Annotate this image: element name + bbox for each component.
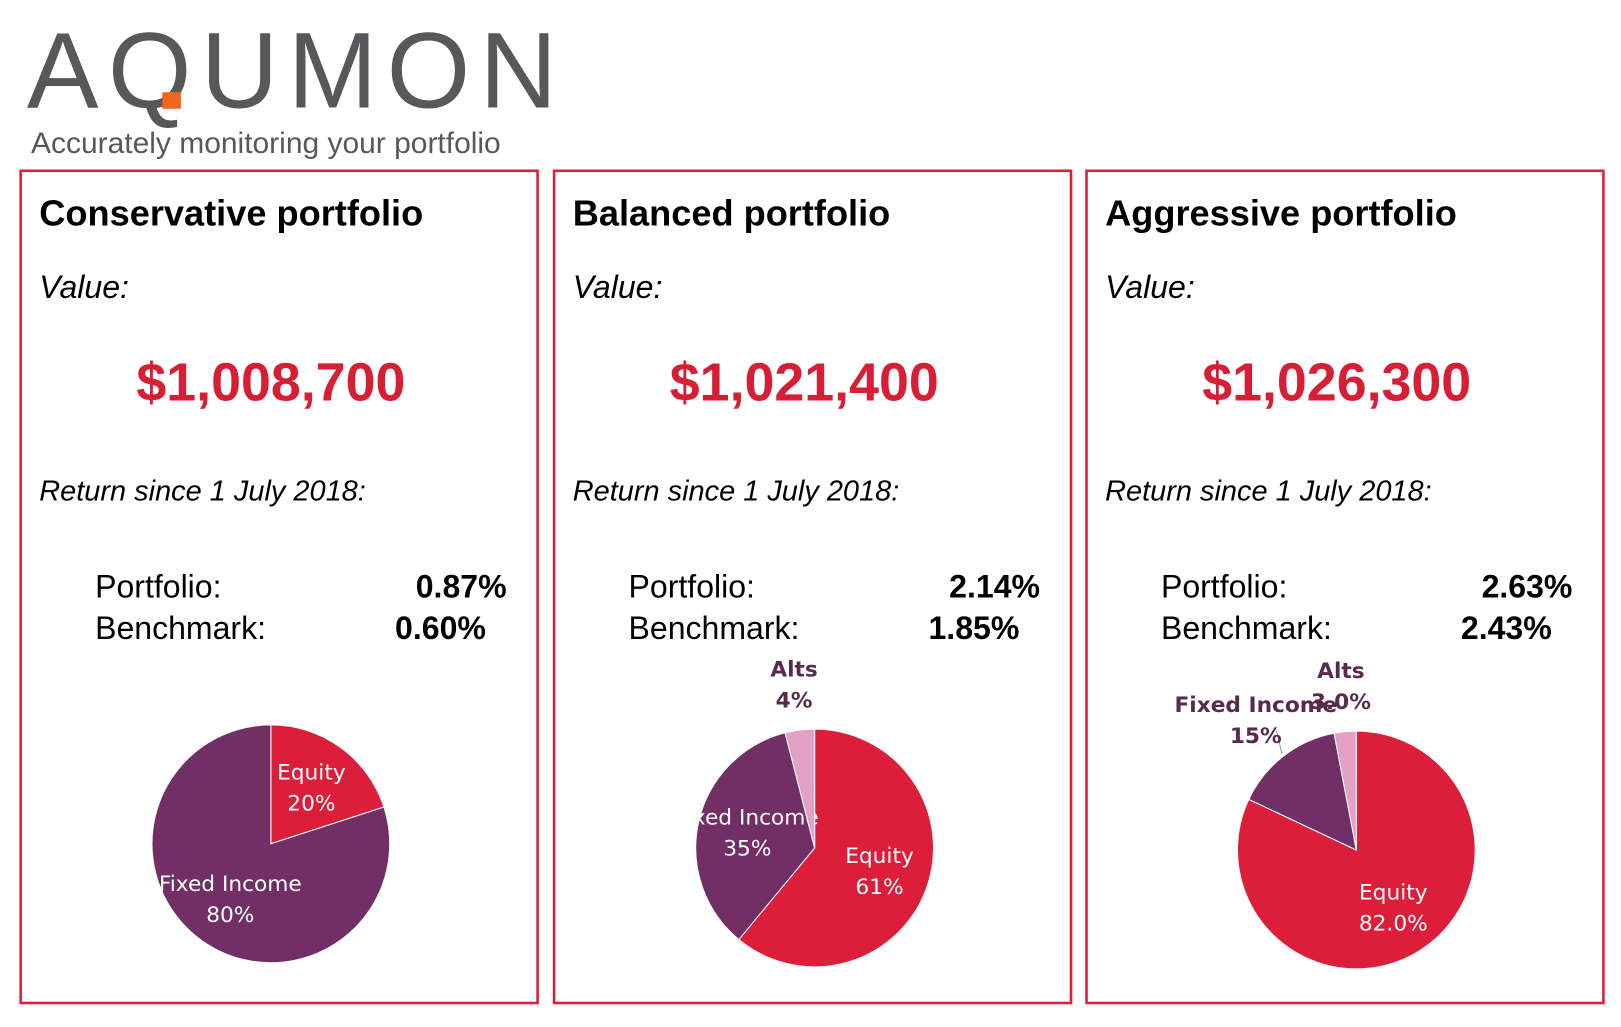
pie-slice	[151, 724, 391, 964]
return-label: Return since 1 July 2018:	[39, 476, 366, 508]
value-label: Value:	[1105, 269, 1195, 305]
panel	[1085, 169, 1605, 1005]
slice-value-label: 4%	[776, 689, 813, 714]
slice-value-label: 82.0%	[1359, 912, 1428, 937]
pie-slice	[1333, 730, 1357, 851]
slice-category: Equity	[845, 844, 914, 869]
slice-category: Fixed Income	[159, 872, 302, 897]
portfolio-value: $1,026,300	[1202, 352, 1471, 412]
slice-value-label: 35%	[723, 836, 771, 861]
pie-slice	[738, 728, 935, 968]
slice-value-label: 15%	[1230, 724, 1282, 749]
logo-dot	[162, 92, 181, 109]
slice-category: Alts	[770, 658, 818, 683]
slice-category: Equity	[1359, 881, 1428, 906]
slice-category: Equity	[277, 761, 346, 786]
slice-category: Alts	[1317, 659, 1365, 684]
return-label: Return since 1 July 2018:	[1105, 476, 1432, 508]
pie-slice	[1236, 730, 1476, 970]
panel-title: Aggressive portfolio	[1105, 193, 1457, 234]
portfolio-label: Portfolio:	[95, 569, 221, 605]
pie-slice	[695, 732, 816, 941]
slice-value-label: 61%	[855, 875, 903, 900]
portfolio-label: Portfolio:	[1161, 569, 1287, 605]
slice-value-label: 3.0%	[1311, 690, 1371, 715]
portfolio-return: 2.14%	[949, 569, 1040, 605]
panel-title: Conservative portfolio	[39, 193, 423, 234]
return-label: Return since 1 July 2018:	[573, 476, 900, 508]
benchmark-return: 0.60%	[395, 610, 486, 646]
panel	[19, 169, 539, 1005]
tagline: Accurately monitoring your portfolio	[31, 127, 501, 160]
benchmark-return: 1.85%	[928, 610, 1019, 646]
portfolio-label: Portfolio:	[629, 569, 755, 605]
slice-value-label: 80%	[206, 903, 254, 928]
leader-line	[1275, 730, 1283, 755]
portfolio-value: $1,021,400	[670, 352, 939, 412]
benchmark-label: Benchmark:	[629, 610, 800, 646]
pie-slice	[1248, 732, 1358, 851]
benchmark-label: Benchmark:	[1161, 610, 1332, 646]
panel-title: Balanced portfolio	[573, 193, 891, 234]
pie-slice	[270, 724, 385, 845]
panel	[552, 169, 1073, 1005]
benchmark-label: Benchmark:	[95, 610, 266, 646]
benchmark-return: 2.43%	[1461, 610, 1552, 646]
portfolio-return: 0.87%	[416, 569, 507, 605]
pie-slice	[784, 728, 816, 849]
logo: AQUMON	[27, 11, 567, 131]
portfolio-return: 2.63%	[1482, 569, 1573, 605]
portfolio-value: $1,008,700	[136, 352, 405, 412]
value-label: Value:	[573, 269, 663, 305]
slice-category: Fixed Income	[1174, 693, 1337, 718]
slice-category: Fixed Income	[676, 805, 819, 830]
value-label: Value:	[39, 269, 129, 305]
slice-value-label: 20%	[287, 792, 335, 817]
